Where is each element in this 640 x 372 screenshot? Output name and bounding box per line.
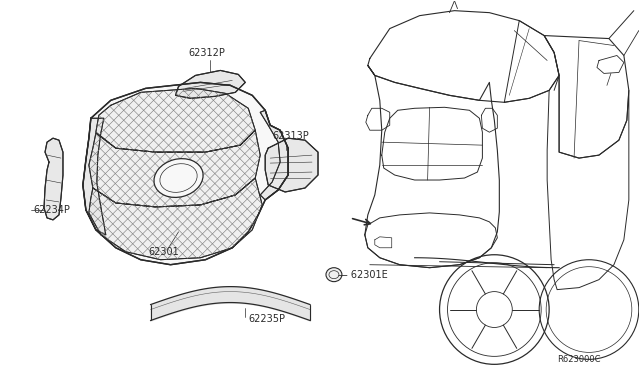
- Polygon shape: [96, 89, 255, 152]
- Polygon shape: [83, 118, 106, 235]
- Text: R623000C: R623000C: [557, 355, 600, 364]
- Polygon shape: [83, 82, 288, 265]
- Text: 62312P: 62312P: [189, 48, 225, 58]
- Polygon shape: [44, 138, 63, 220]
- Polygon shape: [89, 130, 260, 207]
- Text: 62313P: 62313P: [272, 131, 309, 141]
- Polygon shape: [260, 110, 288, 200]
- Polygon shape: [89, 178, 262, 260]
- Polygon shape: [175, 70, 245, 98]
- Ellipse shape: [326, 268, 342, 282]
- Text: 62301: 62301: [148, 247, 179, 257]
- Text: 62235P: 62235P: [248, 314, 285, 324]
- Ellipse shape: [154, 158, 203, 198]
- Polygon shape: [265, 138, 318, 192]
- Text: — 62301E: — 62301E: [338, 270, 388, 280]
- Text: 62234P: 62234P: [33, 205, 70, 215]
